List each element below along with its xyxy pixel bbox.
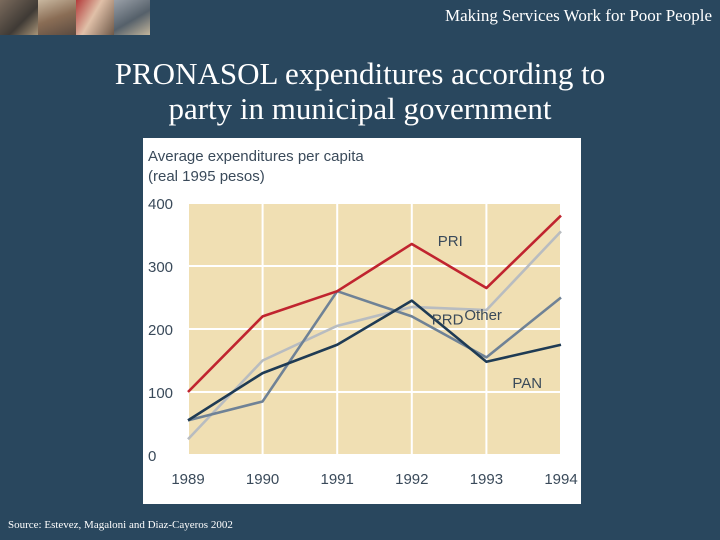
y-tick-label: 200 [148,322,173,339]
series-labels: PRI PRD Other PAN [432,233,542,392]
x-tick-label: 1990 [246,471,279,488]
series-line-pri [187,214,562,393]
slide-title: PRONASOL expenditures according to party… [0,56,720,126]
series-line-pan [187,299,562,422]
x-tick-label: 1993 [470,471,503,488]
banner-photo-3 [76,0,114,35]
source-note: Source: Estevez, Magaloni and Diaz-Cayer… [8,519,233,531]
line-chart: Average expenditures per capita (real 19… [148,148,578,488]
chart-panel: Average expenditures per capita (real 19… [143,138,581,504]
banner-photo-4 [114,0,150,35]
series-label-pan: PAN [512,375,542,392]
x-tick-label: 1992 [395,471,428,488]
y-tick-label: 0 [148,448,156,465]
chart-title-line-2: (real 1995 pesos) [148,168,265,185]
banner-photo-2 [38,0,76,35]
banner-photo-1 [0,0,38,35]
x-tick-label: 1994 [544,471,577,488]
x-axis-ticks: 1989 1990 1991 1992 1993 1994 [171,471,577,488]
x-tick-label: 1989 [171,471,204,488]
series-label-pri: PRI [438,233,463,250]
header-title: Making Services Work for Poor People [445,6,712,25]
banner-photos [0,0,150,35]
top-banner: Making Services Work for Poor People [0,0,720,35]
y-tick-label: 300 [148,259,173,276]
series-line-other [187,230,562,441]
series-label-prd: PRD [432,311,464,328]
y-tick-label: 100 [148,385,173,402]
chart-title-line-1: Average expenditures per capita [148,148,364,165]
y-tick-label: 400 [148,196,173,213]
slide-title-line-1: PRONASOL expenditures according to [114,56,606,91]
series-lines [187,214,562,441]
series-line-prd [187,289,562,422]
slide-title-line-2: party in municipal government [168,91,552,126]
x-tick-label: 1991 [321,471,354,488]
y-axis-ticks: 0 100 200 300 400 [148,196,173,465]
series-label-other: Other [464,307,502,324]
